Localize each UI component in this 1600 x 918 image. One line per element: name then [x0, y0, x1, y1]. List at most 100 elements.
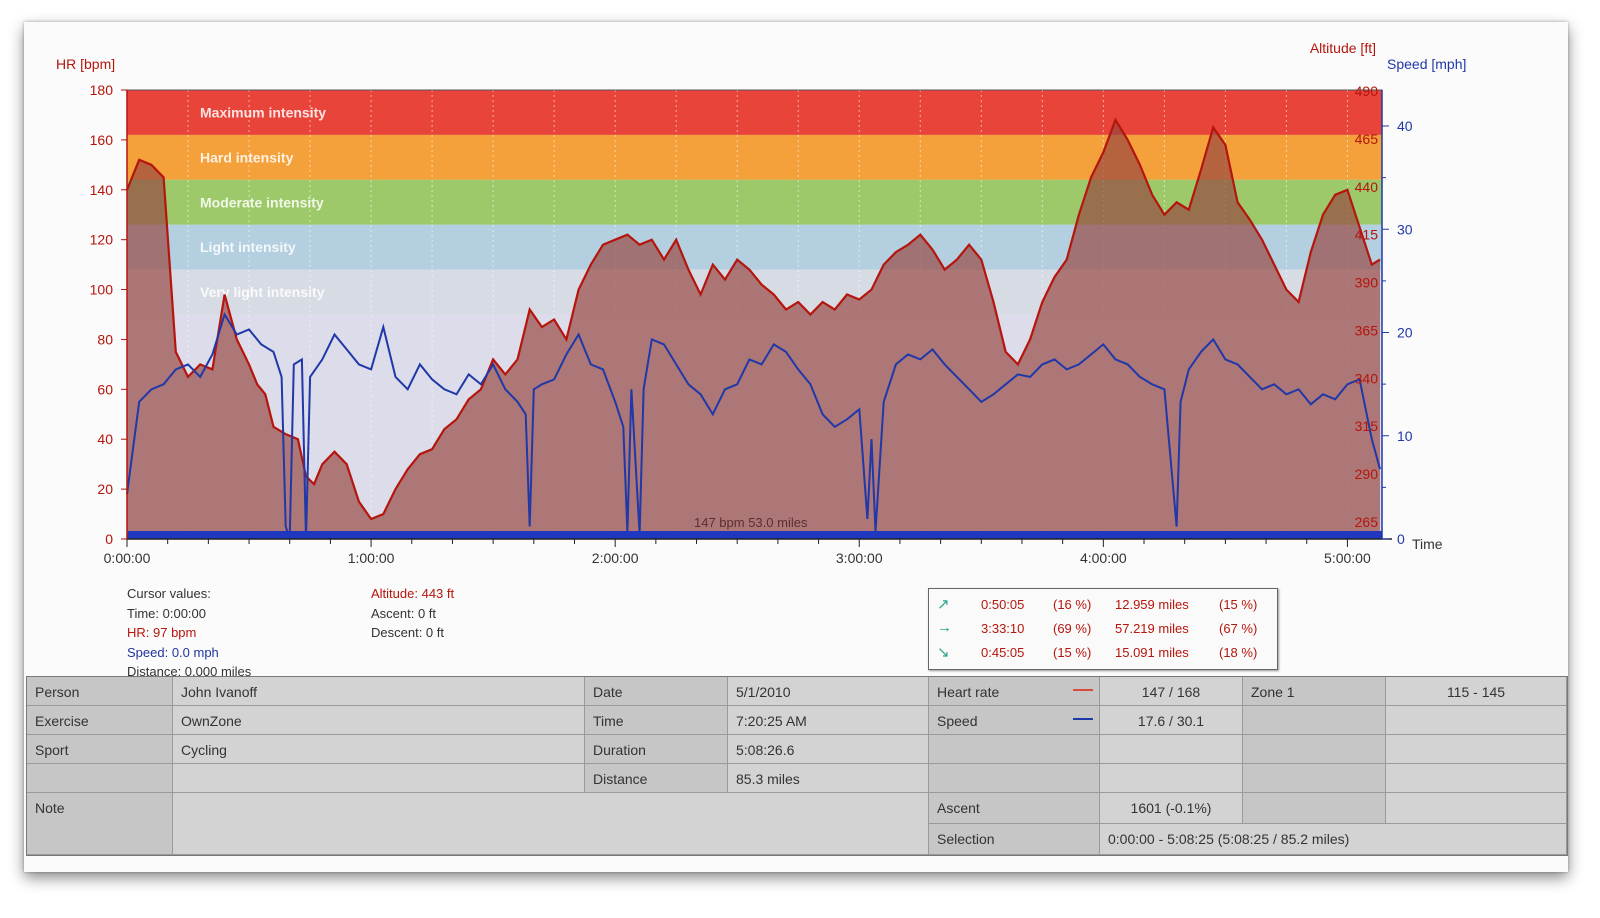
- speed-tick-label: 30: [1397, 221, 1413, 237]
- altitude-tick-label: 365: [1355, 322, 1379, 338]
- flat-time-pct: (69 %): [1053, 621, 1092, 636]
- empty-cell: [1243, 793, 1386, 824]
- left-tick-label: 0: [105, 531, 113, 547]
- distance-label: Distance: [585, 764, 728, 793]
- altitude-tick-label: 440: [1355, 179, 1379, 195]
- cursor-time: Time: 0:00:00: [127, 605, 207, 621]
- x-tick-label: 1:00:00: [348, 550, 395, 566]
- uphill-arrow-icon: ↗: [937, 596, 950, 613]
- exercise-label: Exercise: [27, 706, 173, 735]
- zone-label-4: Very light intensity: [200, 284, 325, 300]
- cursor-descent: Descent: 0 ft: [371, 625, 444, 640]
- empty-cell: [929, 764, 1100, 793]
- time-label: Time: [585, 706, 728, 735]
- empty-cell: [173, 764, 585, 793]
- heart-rate-label: Heart rate: [929, 677, 1100, 706]
- flat-time: 3:33:10: [981, 621, 1025, 636]
- empty-cell: [1386, 764, 1567, 793]
- speed-legend-line: [1073, 718, 1093, 720]
- zone-label: Zone 1: [1243, 677, 1386, 706]
- speed-tick-label: 40: [1397, 118, 1413, 134]
- left-tick-label: 40: [97, 431, 113, 447]
- left-tick-label: 60: [97, 381, 113, 397]
- flat-arrow-icon: →: [937, 619, 952, 636]
- altitude-tick-label: 490: [1355, 83, 1379, 99]
- speed-tick-label: 20: [1397, 325, 1413, 341]
- slope-row-downhill: ↘ 0:45:05 (15 %) 15.091 miles (18 %): [929, 641, 1277, 665]
- left-tick-label: 100: [90, 282, 114, 298]
- heart-rate-value: 147 / 168: [1100, 677, 1243, 706]
- x-axis-label: Time: [1412, 536, 1443, 552]
- altitude-tick-label: 340: [1355, 370, 1379, 386]
- speed-value: 17.6 / 30.1: [1100, 706, 1243, 735]
- cursor-altitude: Altitude: 443 ft: [371, 586, 455, 601]
- empty-cell: [1100, 735, 1243, 764]
- left-axis-label: HR [bpm]: [56, 56, 115, 72]
- flat-distance: 57.219 miles: [1115, 621, 1189, 636]
- left-tick-label: 140: [90, 182, 114, 198]
- downhill-time-pct: (15 %): [1053, 645, 1092, 660]
- heart-rate-legend-line: [1073, 689, 1093, 691]
- x-tick-label: 5:00:00: [1324, 550, 1371, 566]
- empty-cell: [27, 764, 173, 793]
- left-tick-label: 120: [90, 232, 114, 248]
- x-tick-label: 0:00:00: [104, 550, 151, 566]
- sport-label: Sport: [27, 735, 173, 764]
- cursor-distance: Distance: 0.000 miles: [127, 664, 252, 679]
- left-tick-label: 180: [90, 82, 114, 98]
- empty-cell: [929, 735, 1100, 764]
- uphill-distance: 12.959 miles: [1115, 597, 1189, 612]
- ascent-label: Ascent: [929, 793, 1100, 824]
- hr-series-line: [125, 117, 1381, 521]
- cursor-speed: Speed: 0.0 mph: [127, 644, 219, 660]
- slope-stats-box: ↗ 0:50:05 (16 %) 12.959 miles (15 %) → 3…: [928, 588, 1278, 670]
- altitude-tick-label: 465: [1355, 131, 1379, 147]
- downhill-time: 0:45:05: [981, 645, 1025, 660]
- altitude-tick-label: 415: [1355, 227, 1379, 243]
- altitude-axis-label: Altitude [ft]: [1310, 40, 1376, 56]
- slope-row-uphill: ↗ 0:50:05 (16 %) 12.959 miles (15 %): [929, 593, 1277, 617]
- ascent-value: 1601 (-0.1%): [1100, 793, 1243, 824]
- baseline-bar: [127, 531, 1382, 539]
- flat-distance-pct: (67 %): [1219, 621, 1258, 636]
- selection-label: Selection: [929, 824, 1100, 855]
- x-tick-label: 3:00:00: [836, 550, 883, 566]
- speed-series-line: [126, 312, 1381, 540]
- zone-label-2: Moderate intensity: [200, 194, 324, 210]
- left-tick-label: 20: [97, 481, 113, 497]
- altitude-tick-label: 315: [1355, 418, 1379, 434]
- cursor-title: Cursor values:: [127, 586, 211, 601]
- altitude-tick-label: 265: [1355, 514, 1379, 530]
- left-tick-label: 160: [90, 132, 114, 148]
- baseline-label: 147 bpm 53.0 miles: [694, 515, 808, 530]
- zone-label-1: Hard intensity: [200, 149, 294, 165]
- empty-cell: [1386, 706, 1567, 735]
- zone-band-1: [127, 134, 1382, 180]
- exercise-panel: Maximum intensity Hard intensity Moderate …: [24, 22, 1568, 872]
- cursor-hr: HR: 97 bpm: [127, 625, 197, 640]
- x-tick-label: 2:00:00: [592, 550, 639, 566]
- speed-tick-label: 10: [1397, 428, 1413, 444]
- exercise-info-table: Person John Ivanoff Date 5/1/2010 Heart …: [26, 676, 1568, 856]
- speed-axis-label: Speed [mph]: [1387, 56, 1466, 72]
- person-value: John Ivanoff: [173, 677, 585, 706]
- cursor-ascent: Ascent: 0 ft: [371, 605, 437, 621]
- empty-cell: [1386, 735, 1567, 764]
- altitude-tick-label: 390: [1355, 275, 1379, 291]
- speed-label: Speed: [929, 706, 1100, 735]
- downhill-distance-pct: (18 %): [1219, 645, 1258, 660]
- cursor-values-right: Altitude: 443 ft Ascent: 0 ft Descent: 0…: [371, 584, 454, 643]
- selection-value: 0:00:00 - 5:08:25 (5:08:25 / 85.2 miles): [1100, 824, 1567, 855]
- note-value[interactable]: [173, 793, 929, 855]
- uphill-time: 0:50:05: [981, 597, 1025, 612]
- exercise-chart[interactable]: Maximum intensity Hard intensity Moderate …: [24, 22, 1568, 582]
- empty-cell: [1243, 764, 1386, 793]
- speed-tick-label: 0: [1397, 531, 1405, 547]
- duration-label: Duration: [585, 735, 728, 764]
- date-label: Date: [585, 677, 728, 706]
- uphill-time-pct: (16 %): [1053, 597, 1092, 612]
- downhill-distance: 15.091 miles: [1115, 645, 1189, 660]
- date-value: 5/1/2010: [728, 677, 929, 706]
- slope-row-flat: → 3:33:10 (69 %) 57.219 miles (67 %): [929, 617, 1277, 641]
- distance-value: 85.3 miles: [728, 764, 929, 793]
